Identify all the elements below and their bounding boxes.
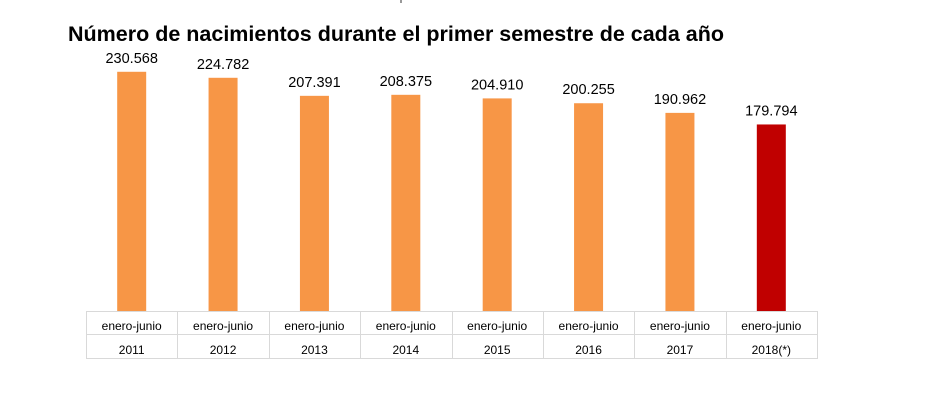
tick-label-year: 2015 [484,343,511,357]
bar [208,77,238,312]
tick-label-year: 2014 [392,343,419,357]
tick-label-year: 2011 [119,343,145,357]
data-labels-group: 230.568 224.782 207.391 208.375 204.910 200.2… [105,51,797,120]
tick-label-period: enero-junio [102,319,162,333]
bar [756,124,786,312]
bar [391,94,421,311]
data-label: 230.568 [105,51,157,67]
tick-label-period: enero-junio [559,319,619,333]
bars-group [117,71,786,312]
bar [299,95,329,311]
tick-label-period: enero-junio [650,319,710,333]
tick-label-year: 2013 [301,343,328,357]
tick-label-period: enero-junio [193,319,253,333]
data-label: 207.391 [288,75,340,91]
tick-label-period: enero-junio [467,319,527,333]
bar [482,98,512,311]
tick-label-year: 2012 [210,343,237,357]
data-label: 200.255 [562,82,614,98]
bar [665,112,695,311]
tick-label-period: enero-junio [376,319,436,333]
tick-label-year: 2018(*) [752,343,791,357]
data-label: 179.794 [745,103,797,119]
data-label: 224.782 [197,57,249,73]
bar [574,103,604,311]
tick-label-year: 2016 [575,343,602,357]
category-axis: enero-junio 2011 enero-junio 2012 enero-juni… [86,311,818,359]
chart-title: Número de nacimientos durante el primer … [68,22,724,46]
tick-label-period: enero-junio [741,319,801,333]
top-edge-mark [400,0,402,3]
tick-label-year: 2017 [667,343,694,357]
tick-label-period: enero-junio [284,319,344,333]
bar [117,71,147,311]
data-label: 204.910 [471,77,523,93]
data-label: 190.962 [654,92,706,108]
data-label: 208.375 [380,74,432,90]
